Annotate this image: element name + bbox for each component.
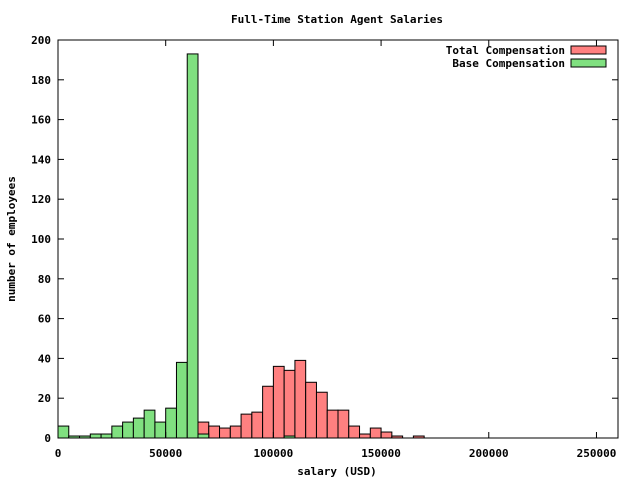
bar-series1-6 <box>251 411 264 439</box>
bar-series2-6 <box>122 421 134 439</box>
y-tick-label: 200 <box>31 34 51 47</box>
bar-series1-15 <box>348 425 361 439</box>
bars-layer <box>57 53 425 439</box>
bar-series1-9 <box>283 369 296 439</box>
y-tick-label: 100 <box>31 233 51 246</box>
legend-swatch <box>570 58 607 68</box>
ticks-layer: 0 50000 100000 150000 200000 250000 0 20 40 60 80 1… <box>31 34 618 460</box>
legend-label: Total Compensation <box>446 44 565 57</box>
chart-title: Full-Time Station Agent Salaries <box>231 13 443 26</box>
bar-series1-18 <box>380 431 393 439</box>
y-tick-label: 60 <box>38 313 51 326</box>
y-tick-label: 180 <box>31 74 51 87</box>
bar-series2-13 <box>197 433 210 439</box>
y-tick-label: 160 <box>31 114 51 127</box>
bar-series1-11 <box>305 381 317 439</box>
x-tick-label: 200000 <box>469 447 509 460</box>
bar-series2-4 <box>100 433 113 439</box>
bar-series2-0 <box>57 425 70 439</box>
x-tick-label: 100000 <box>254 447 294 460</box>
bar-series2-5 <box>111 425 124 439</box>
x-tick-label: 150000 <box>361 447 401 460</box>
bar-series1-8 <box>272 365 285 439</box>
y-tick-label: 20 <box>38 392 51 405</box>
bar-series2-9 <box>154 421 167 439</box>
y-axis-label: number of employees <box>5 176 18 302</box>
x-tick-label: 0 <box>55 447 62 460</box>
bar-series1-2 <box>208 425 221 439</box>
x-tick-label: 250000 <box>577 447 617 460</box>
y-tick-label: 0 <box>44 432 51 445</box>
bar-series2-7 <box>132 417 145 439</box>
bar-series1-7 <box>262 385 274 439</box>
bar-series1-16 <box>359 433 371 439</box>
legend-swatch <box>570 45 607 55</box>
bar-series2-3 <box>89 433 102 439</box>
bar-series2-12 <box>186 53 199 439</box>
y-tick-label: 80 <box>38 273 51 286</box>
bar-series1-13 <box>326 409 339 439</box>
bar-series1-17 <box>369 427 382 439</box>
bar-series2-8 <box>143 409 156 439</box>
bar-series1-10 <box>294 359 307 439</box>
x-tick-label: 50000 <box>149 447 182 460</box>
y-tick-label: 120 <box>31 193 51 206</box>
bar-series2-11 <box>175 361 188 439</box>
bar-series2-10 <box>165 407 177 439</box>
plot-frame <box>57 39 619 439</box>
bar-series1-4 <box>229 425 242 439</box>
bar-series1-14 <box>337 409 350 439</box>
legend-label: Base Compensation <box>452 57 565 70</box>
bar-series1-5 <box>240 413 253 439</box>
x-axis-label: salary (USD) <box>297 465 376 478</box>
y-tick-label: 40 <box>38 352 51 365</box>
bar-series1-3 <box>219 427 231 439</box>
y-tick-label: 140 <box>31 153 51 166</box>
bar-series1-12 <box>315 391 328 439</box>
